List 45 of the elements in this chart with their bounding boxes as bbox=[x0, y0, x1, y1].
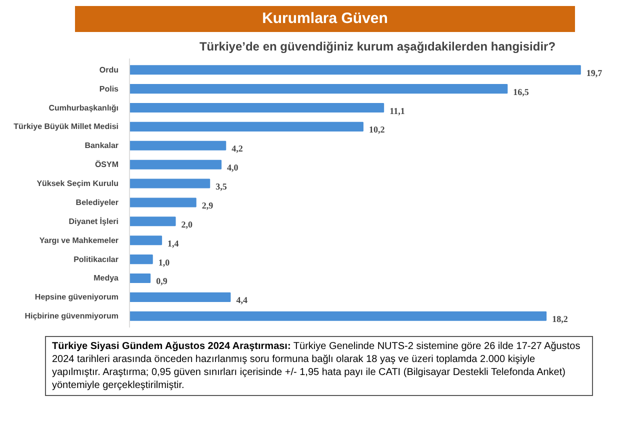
data-label: 0,9 bbox=[156, 276, 168, 286]
bar bbox=[130, 140, 226, 150]
bar bbox=[130, 198, 196, 208]
bar bbox=[130, 102, 384, 113]
y-tick-label: Belediyeler bbox=[76, 198, 119, 207]
bar bbox=[130, 122, 364, 132]
y-tick-label: ÖSYM bbox=[94, 160, 119, 170]
bar bbox=[130, 292, 231, 302]
bar bbox=[130, 216, 176, 226]
bar bbox=[130, 84, 508, 94]
bar bbox=[130, 160, 222, 170]
y-tick-label: Diyanet İşleri bbox=[68, 216, 119, 226]
chart-title: Kurumlara Güven bbox=[262, 9, 388, 29]
y-tick-label: Politikacılar bbox=[74, 254, 119, 264]
y-tick-label: Yüksek Seçim Kurulu bbox=[36, 179, 119, 188]
bar bbox=[130, 178, 210, 188]
y-tick-label: Yargı ve Mahkemeler bbox=[39, 236, 118, 245]
chart-subtitle: Türkiye’de en güvendiğiniz kurum aşağıdakilerden hangisidir? bbox=[199, 40, 556, 54]
data-label: 16,5 bbox=[513, 86, 530, 97]
y-tick-label: Polis bbox=[99, 84, 120, 94]
y-tick-label: Hiçbirine güvenmiyorum bbox=[24, 312, 118, 321]
data-label: 1,0 bbox=[158, 257, 170, 268]
y-tick-label: Türkiye Büyük Millet Medisi bbox=[14, 122, 119, 132]
bar bbox=[130, 273, 151, 284]
y-tick-label: Hepsine güveniyorum bbox=[34, 292, 119, 302]
y-tick-label: Medya bbox=[94, 274, 120, 283]
text: Türkiye Siyasi Gündem Ağustos 2024 Araştırması: bbox=[52, 341, 291, 352]
bar bbox=[130, 254, 153, 264]
data-label: 4,0 bbox=[227, 162, 239, 173]
data-label: 3,5 bbox=[216, 182, 228, 192]
y-tick-label: Bankalar bbox=[84, 141, 118, 150]
y-tick-label: Ordu bbox=[99, 65, 119, 74]
data-label: 4,2 bbox=[232, 144, 244, 154]
data-label: 10,2 bbox=[368, 124, 386, 135]
bar bbox=[130, 311, 547, 321]
data-label: 2,0 bbox=[181, 219, 194, 230]
bar bbox=[130, 65, 581, 75]
data-label: 11,1 bbox=[390, 106, 406, 116]
data-label: 19,7 bbox=[586, 68, 603, 78]
data-label: 4,4 bbox=[236, 295, 248, 306]
bar bbox=[130, 236, 162, 246]
data-label: 2,9 bbox=[202, 200, 214, 210]
y-tick-label: Cumhurbaşkanlığı bbox=[48, 103, 119, 112]
data-label: 18,2 bbox=[552, 314, 568, 324]
data-label: 1,4 bbox=[168, 238, 180, 248]
